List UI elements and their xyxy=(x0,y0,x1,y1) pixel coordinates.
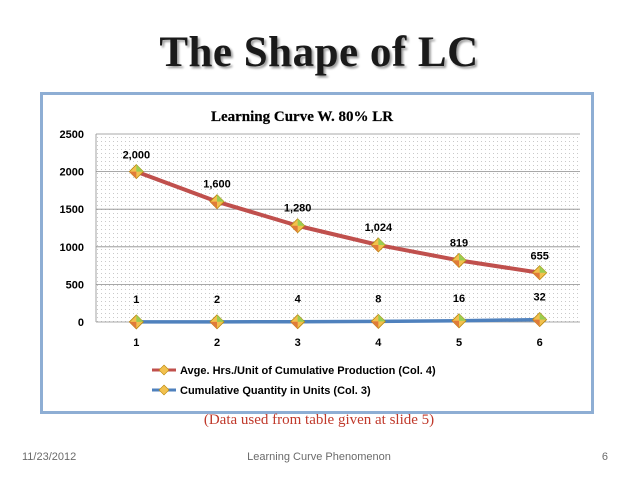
x-tick-label: 4 xyxy=(375,337,382,349)
data-label: 4 xyxy=(295,294,302,306)
x-tick-label: 1 xyxy=(133,337,139,349)
data-label: 1,024 xyxy=(365,222,393,234)
data-labels: 2,000 1,600 1,280 1,024 819 655 1 2 4 8 16 32 xyxy=(123,150,549,306)
gridlines xyxy=(95,133,580,323)
data-point-marker xyxy=(128,164,144,180)
data-point-marker xyxy=(209,314,225,330)
plot-area xyxy=(96,134,580,322)
series-line xyxy=(135,169,540,275)
data-point-marker xyxy=(290,218,306,234)
data-point-marker xyxy=(209,194,225,210)
chart-title: Learning Curve W. 80% LR xyxy=(211,109,393,125)
data-point-marker xyxy=(290,314,306,330)
legend-item: Cumulative Quantity in Units (Col. 3) xyxy=(152,384,371,397)
legend-label: Cumulative Quantity in Units (Col. 3) xyxy=(180,385,371,397)
data-label: 2 xyxy=(214,294,220,306)
data-point-marker xyxy=(128,314,144,330)
series-line xyxy=(136,317,540,324)
data-point-marker xyxy=(451,313,467,329)
y-tick-label: 1000 xyxy=(60,242,84,254)
y-tick-label: 2500 xyxy=(60,129,84,141)
data-label: 655 xyxy=(530,251,548,263)
x-tick-label: 6 xyxy=(537,337,543,349)
data-point-marker xyxy=(451,252,467,268)
data-label: 1,280 xyxy=(284,203,312,215)
slide-title: The Shape of LC xyxy=(159,29,479,76)
x-axis-ticks: 1 2 3 4 5 6 xyxy=(133,337,542,349)
data-label: 16 xyxy=(453,293,465,305)
page-number: 6 xyxy=(601,451,608,463)
y-axis-ticks: 0 500 1000 1500 2000 2500 xyxy=(60,129,84,329)
x-tick-label: 3 xyxy=(295,337,301,349)
y-tick-label: 500 xyxy=(66,279,84,291)
data-source-note: (Data used from table given at slide 5) xyxy=(203,412,435,428)
data-point-marker xyxy=(532,312,548,328)
footer-title: Learning Curve Phenomenon xyxy=(247,451,391,463)
data-label: 2,000 xyxy=(123,150,151,162)
data-label: 8 xyxy=(375,293,381,305)
legend: Avge. Hrs./Unit of Cumulative Production… xyxy=(152,364,436,397)
data-point-marker xyxy=(532,265,548,281)
data-label: 1,600 xyxy=(203,179,231,191)
data-point-marker xyxy=(370,313,386,329)
series-markers xyxy=(128,164,548,330)
y-tick-label: 0 xyxy=(78,317,84,329)
data-label: 819 xyxy=(450,237,468,249)
x-tick-label: 2 xyxy=(214,337,220,349)
y-tick-label: 1500 xyxy=(60,204,84,216)
legend-item: Avge. Hrs./Unit of Cumulative Production… xyxy=(152,364,436,377)
data-label: 1 xyxy=(133,294,139,306)
footer-date: 11/23/2012 xyxy=(22,451,77,463)
y-tick-label: 2000 xyxy=(60,167,84,179)
legend-label: Avge. Hrs./Unit of Cumulative Production… xyxy=(180,365,436,377)
x-tick-label: 5 xyxy=(456,337,462,349)
series-lines xyxy=(135,169,540,324)
data-point-marker xyxy=(370,237,386,253)
data-label: 32 xyxy=(534,292,546,304)
